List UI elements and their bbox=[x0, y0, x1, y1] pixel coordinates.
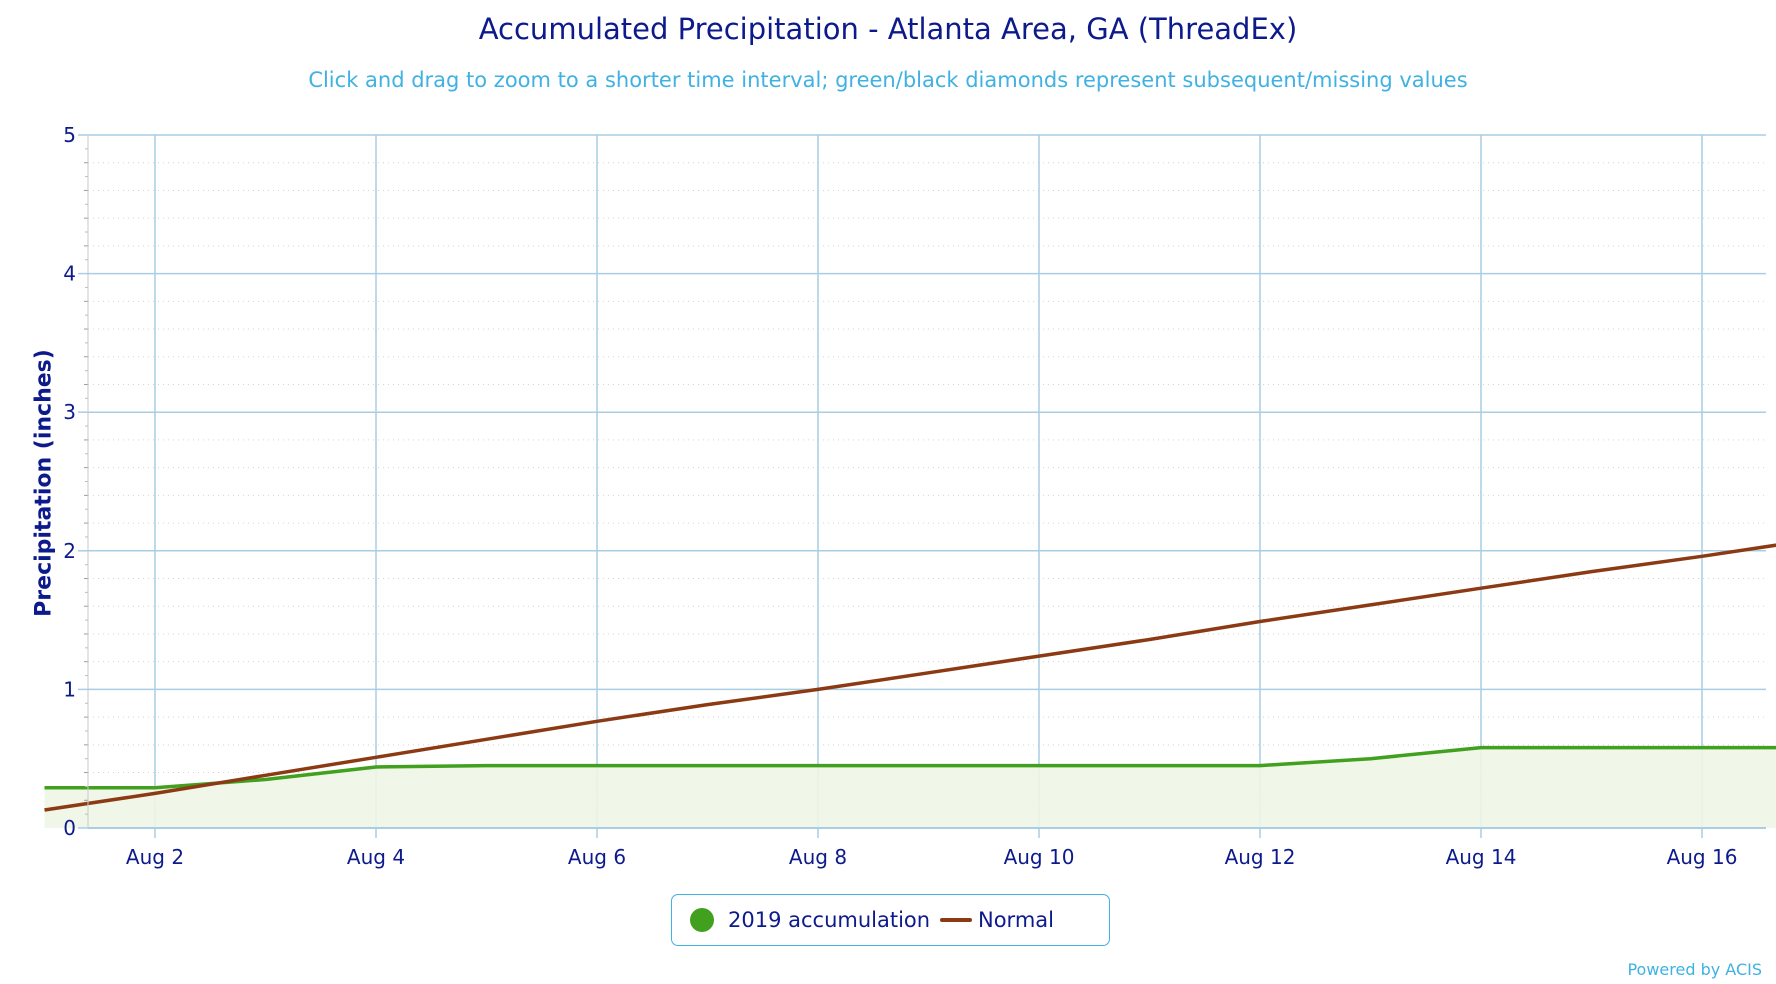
chart-title: Accumulated Precipitation - Atlanta Area… bbox=[478, 12, 1298, 46]
x-tick-label: Aug 8 bbox=[789, 845, 847, 869]
chart-subtitle: Click and drag to zoom to a shorter time… bbox=[308, 68, 1468, 92]
x-tick-label: Aug 6 bbox=[568, 845, 626, 869]
x-tick-label: Aug 16 bbox=[1667, 845, 1738, 869]
series-line-accumulation bbox=[44, 745, 1776, 790]
legend-label-accumulation: 2019 accumulation bbox=[728, 908, 931, 932]
legend-dot-icon bbox=[690, 908, 714, 932]
series-area-accumulation bbox=[44, 747, 1776, 828]
series-line-normal bbox=[44, 543, 1776, 812]
x-tick-label: Aug 10 bbox=[1004, 845, 1075, 869]
axes: 0 1 2 3 4 5 Aug 2 Aug 4 Aug 6 Aug 8 Aug 10 Aug 12 Au… bbox=[63, 123, 1766, 869]
series-areas bbox=[44, 747, 1776, 828]
x-tick-label: Aug 4 bbox=[347, 845, 405, 869]
grid bbox=[88, 134, 1766, 838]
legend-label-normal: Normal bbox=[978, 908, 1054, 932]
legend-item-accumulation[interactable]: 2019 accumulation bbox=[690, 908, 930, 932]
x-tick-label: Aug 12 bbox=[1225, 845, 1296, 869]
y-tick-label: 4 bbox=[63, 262, 76, 286]
credit-link[interactable]: Powered by ACIS bbox=[1627, 960, 1762, 979]
y-tick-label: 3 bbox=[63, 400, 76, 424]
series-lines bbox=[44, 543, 1776, 812]
legend-line-icon bbox=[940, 918, 972, 922]
legend-item-normal[interactable]: Normal bbox=[940, 908, 1054, 932]
y-axis-title: Precipitation (inches) bbox=[31, 349, 57, 617]
y-tick-label: 5 bbox=[63, 123, 76, 147]
x-tick-label: Aug 14 bbox=[1446, 845, 1517, 869]
y-tick-label: 2 bbox=[63, 539, 76, 563]
legend: 2019 accumulation Normal bbox=[671, 894, 1110, 946]
x-tick-label: Aug 2 bbox=[126, 845, 184, 869]
y-tick-label: 1 bbox=[63, 677, 76, 701]
y-tick-label: 0 bbox=[63, 816, 76, 840]
